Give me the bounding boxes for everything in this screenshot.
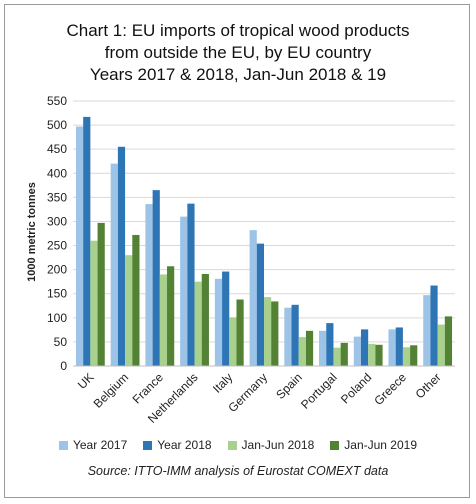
bar-jan-jun-2018-spain [298,337,306,366]
legend-swatch [143,440,153,450]
y-tick-label: 150 [47,287,67,301]
bar-year-2017-italy [214,278,223,366]
y-tick-label: 100 [47,311,67,325]
chart-title-line-2: from outside the EU, by EU country [104,43,372,62]
legend-item: Jan-Jun 2019 [330,438,417,452]
legend-swatch [227,440,237,450]
bar-jan-jun-2018-portugal [333,347,341,366]
x-tick-label: Italy [210,370,235,395]
y-axis-ticks: 0 50 100 150 200 250 300 350 400 450 500 550 [47,94,67,373]
bar-year-2017-portugal [319,330,327,366]
legend-label: Jan-Jun 2019 [344,438,418,452]
bar-year-2017-spain [284,307,292,366]
bar-year-2017-uk [75,126,84,366]
chart-title-line-1: Chart 1: EU imports of tropical wood pro… [66,21,410,40]
y-tick-label: 250 [47,239,67,253]
bar-jan-jun-2019-netherlands [201,273,209,366]
bar-year-2018-poland [360,329,369,366]
bar-jan-jun-2018-other [437,324,445,366]
legend-label: Year 2017 [72,438,128,452]
chart-source: Source: ITTO-IMM analysis of Eurostat CO… [87,464,389,478]
bar-year-2018-other [430,285,438,366]
x-tick-label: UK [75,370,97,392]
x-tick-label: Greece [371,370,409,408]
chart-title-line-3: Years 2017 & 2018, Jan-Jun 2018 & 19 [89,65,387,84]
bar-year-2017-other [423,295,431,366]
bar-jan-jun-2018-italy [229,317,237,366]
bar-jan-jun-2019-poland [375,344,383,366]
bar-jan-jun-2019-france [167,266,175,366]
bar-jan-jun-2018-germany [264,297,272,366]
bar-year-2017-netherlands [180,216,188,366]
bar-year-2018-france [152,190,160,366]
legend-swatch [330,440,340,450]
legend-label: Jan-Jun 2018 [241,438,315,452]
bar-jan-jun-2019-belgium [132,234,140,366]
bar-year-2018-germany [256,243,264,366]
x-tick-label: Poland [338,370,374,406]
bar-year-2017-france [145,204,153,366]
y-tick-label: 450 [47,142,67,156]
bar-series [75,116,453,367]
bar-year-2017-greece [388,329,396,366]
y-tick-label: 550 [47,94,67,108]
y-tick-label: 200 [47,263,67,277]
bar-jan-jun-2019-uk [97,222,105,366]
bar-year-2018-netherlands [187,203,195,366]
bar-year-2018-greece [395,327,403,366]
y-tick-label: 50 [54,335,68,349]
bar-year-2017-poland [353,336,361,366]
y-tick-label: 300 [47,214,67,228]
legend-label: Year 2018 [157,438,212,452]
y-tick-label: 0 [60,359,67,373]
y-axis-label: 1000 metric tonnes [26,182,38,282]
bar-jan-jun-2018-poland [368,343,376,366]
y-tick-label: 500 [47,118,67,132]
bar-jan-jun-2018-belgium [125,255,133,366]
bar-year-2017-germany [249,230,257,366]
x-tick-label: Other [413,370,444,401]
legend: Year 2017 Year 2018 Jan-Jun 2018 Jan-Jun 20… [0,438,476,452]
chart-title: Chart 1: EU imports of tropical wood pro… [10,20,466,86]
bar-jan-jun-2019-portugal [340,342,348,366]
bar-jan-jun-2019-greece [410,345,418,366]
bar-year-2017-belgium [110,163,118,366]
bar-jan-jun-2019-germany [271,301,279,366]
bar-year-2018-portugal [326,323,334,366]
legend-item: Year 2018 [143,438,212,452]
x-tick-label: Belgium [91,370,132,411]
bar-jan-jun-2019-italy [236,299,244,366]
legend-item: Jan-Jun 2018 [227,438,315,452]
bar-jan-jun-2018-netherlands [194,281,202,366]
bar-jan-jun-2018-greece [402,347,411,366]
bar-year-2018-italy [222,271,230,366]
bar-jan-jun-2019-spain [305,330,314,366]
x-tick-label: Portugal [298,370,340,412]
legend-swatch [58,440,68,450]
x-tick-label: Spain [273,370,305,402]
bar-jan-jun-2018-france [159,274,168,366]
bar-jan-jun-2019-other [444,316,453,366]
bar-year-2018-belgium [117,146,126,366]
y-tick-label: 350 [47,190,67,204]
bar-jan-jun-2018-uk [90,240,98,366]
y-tick-label: 400 [47,166,67,180]
bar-year-2018-spain [291,304,299,366]
bar-year-2018-uk [83,116,91,367]
legend-item: Year 2017 [58,438,128,452]
